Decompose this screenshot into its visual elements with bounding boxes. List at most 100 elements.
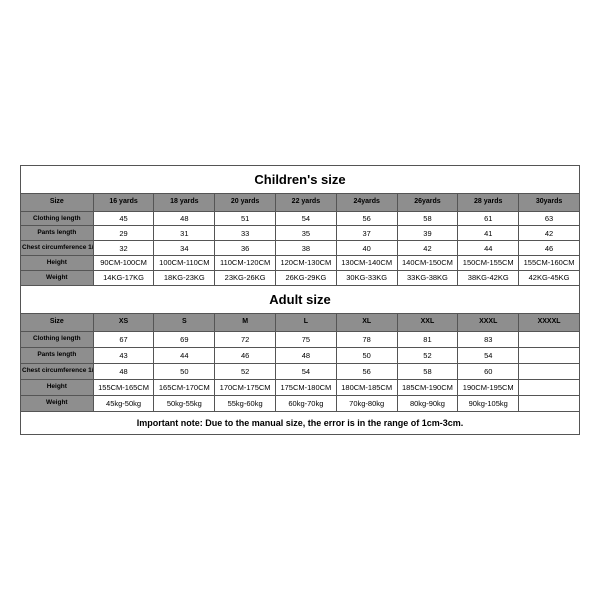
cell [519,395,580,411]
col-30: 30yards [519,194,580,211]
cell: 70kg-80kg [336,395,397,411]
cell: 175CM-180CM [276,379,337,395]
cell: 45 [93,211,154,226]
cell: 44 [154,347,215,363]
cell: 155CM-160CM [519,256,580,271]
table-row: Weight 45kg-50kg 50kg-55kg 55kg-60kg 60k… [21,395,580,411]
cell: 150CM-155CM [458,256,519,271]
col-26: 26yards [397,194,458,211]
cell: 56 [336,211,397,226]
cell [519,347,580,363]
cell: 48 [93,363,154,379]
cell: 130CM-140CM [336,256,397,271]
cell: 67 [93,331,154,347]
cell: 54 [458,347,519,363]
col-16: 16 yards [93,194,154,211]
cell: 58 [397,363,458,379]
cell: 78 [336,331,397,347]
adult-title-row: Adult size [21,285,580,314]
cell: 60kg-70kg [276,395,337,411]
col-xs: XS [93,314,154,331]
col-22: 22 yards [276,194,337,211]
cell: 50kg-55kg [154,395,215,411]
cell: 46 [519,241,580,256]
cell: 55kg-60kg [215,395,276,411]
col-xxxxl: XXXXL [519,314,580,331]
childrens-title: Children's size [21,165,580,194]
cell: 110CM-120CM [215,256,276,271]
row-label: Weight [21,395,94,411]
cell: 50 [336,347,397,363]
cell: 190CM-195CM [458,379,519,395]
cell: 41 [458,226,519,241]
cell: 54 [276,363,337,379]
table-row: Height 155CM-165CM 165CM-170CM 170CM-175… [21,379,580,395]
cell: 34 [154,241,215,256]
col-28: 28 yards [458,194,519,211]
col-l: L [276,314,337,331]
cell: 83 [458,331,519,347]
cell: 90kg-105kg [458,395,519,411]
cell: 32 [93,241,154,256]
cell: 48 [276,347,337,363]
cell: 69 [154,331,215,347]
cell: 30KG-33KG [336,270,397,285]
cell: 48 [154,211,215,226]
cell: 23KG-26KG [215,270,276,285]
col-xxxl: XXXL [458,314,519,331]
cell: 37 [336,226,397,241]
cell: 40 [336,241,397,256]
cell: 33KG-38KG [397,270,458,285]
row-label: Clothing length [21,211,94,226]
cell: 26KG-29KG [276,270,337,285]
childrens-size-table: Children's size Size 16 yards 18 yards 2… [20,165,580,436]
cell: 43 [93,347,154,363]
cell: 42 [397,241,458,256]
cell: 35 [276,226,337,241]
important-note: Important note: Due to the manual size, … [21,411,580,435]
row-label: Clothing length [21,331,94,347]
adult-title: Adult size [21,285,580,314]
row-label: Weight [21,270,94,285]
col-20: 20 yards [215,194,276,211]
adult-header-row: Size XS S M L XL XXL XXXL XXXXL [21,314,580,331]
cell: 75 [276,331,337,347]
size-chart: Children's size Size 16 yards 18 yards 2… [20,165,580,436]
table-row: Height 90CM-100CM 100CM-110CM 110CM-120C… [21,256,580,271]
cell [519,379,580,395]
cell: 38KG-42KG [458,270,519,285]
cell: 18KG-23KG [154,270,215,285]
cell: 60 [458,363,519,379]
col-24: 24yards [336,194,397,211]
row-label: Chest circumference 1/2 [21,363,94,379]
cell: 52 [215,363,276,379]
cell: 44 [458,241,519,256]
childrens-title-row: Children's size [21,165,580,194]
cell: 50 [154,363,215,379]
cell: 90CM-100CM [93,256,154,271]
cell: 80kg-90kg [397,395,458,411]
col-size: Size [21,314,94,331]
table-row: Chest circumference 1/2 48 50 52 54 56 5… [21,363,580,379]
cell [519,331,580,347]
cell: 38 [276,241,337,256]
cell: 56 [336,363,397,379]
cell: 52 [397,347,458,363]
row-label: Height [21,379,94,395]
cell: 81 [397,331,458,347]
cell: 31 [154,226,215,241]
cell: 46 [215,347,276,363]
cell: 170CM-175CM [215,379,276,395]
col-s: S [154,314,215,331]
cell: 58 [397,211,458,226]
row-label: Pants length [21,347,94,363]
col-m: M [215,314,276,331]
row-label: Pants length [21,226,94,241]
col-18: 18 yards [154,194,215,211]
cell: 45kg-50kg [93,395,154,411]
table-row: Pants length 29 31 33 35 37 39 41 42 [21,226,580,241]
table-row: Chest circumference 1/2 32 34 36 38 40 4… [21,241,580,256]
cell: 61 [458,211,519,226]
row-label: Height [21,256,94,271]
cell: 29 [93,226,154,241]
